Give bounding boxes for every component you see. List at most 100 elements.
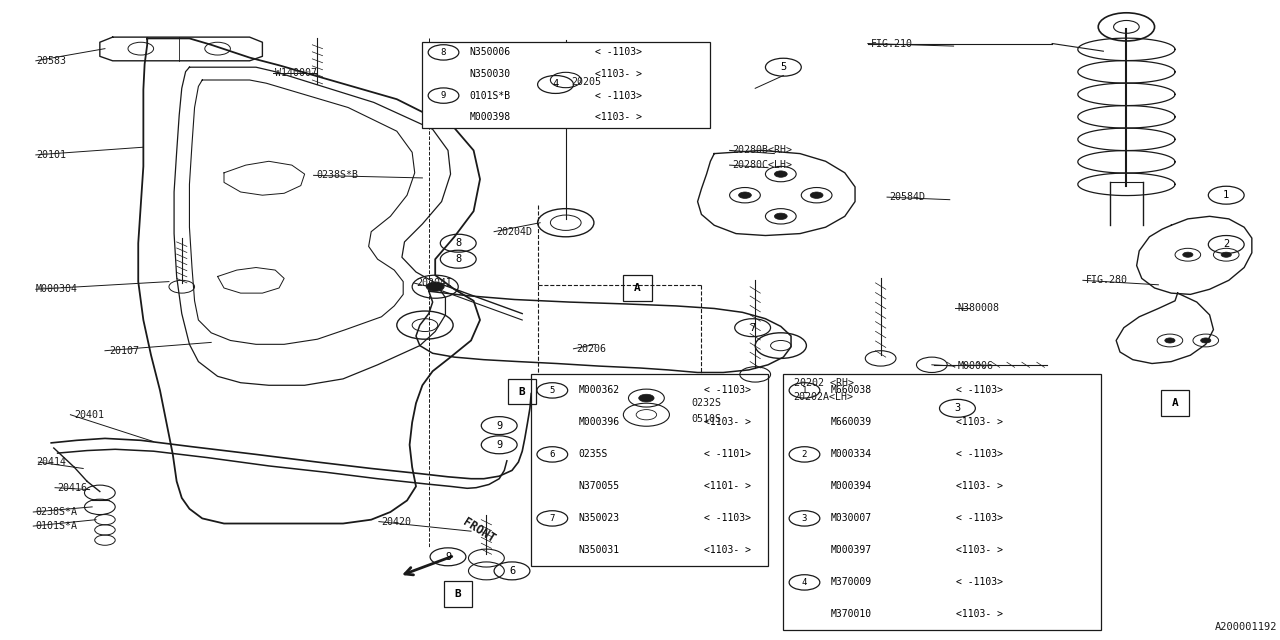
Text: 8: 8 [456, 254, 461, 264]
Text: 0238S*B: 0238S*B [316, 170, 358, 180]
Text: 20206: 20206 [576, 344, 605, 354]
Text: 7: 7 [750, 323, 755, 333]
Text: M370009: M370009 [831, 577, 872, 588]
Text: 8: 8 [440, 48, 447, 57]
Circle shape [1221, 252, 1231, 257]
Text: B: B [518, 387, 526, 397]
Bar [444, 581, 472, 607]
Text: M000398: M000398 [470, 112, 511, 122]
Text: 20204D: 20204D [497, 227, 532, 237]
Text: 4: 4 [553, 79, 558, 90]
Circle shape [774, 171, 787, 177]
Text: <1103- >: <1103- > [956, 609, 1004, 620]
Text: W140007: W140007 [275, 68, 317, 78]
Text: 3: 3 [801, 514, 808, 523]
Text: < -1103>: < -1103> [595, 47, 643, 58]
Text: M000394: M000394 [831, 481, 872, 492]
Text: A: A [634, 283, 641, 293]
Text: 9: 9 [497, 420, 502, 431]
Text: N380008: N380008 [957, 303, 1000, 314]
Text: M00006: M00006 [957, 361, 993, 371]
Text: 0235S: 0235S [579, 449, 608, 460]
Circle shape [739, 192, 751, 198]
Bar [1161, 390, 1189, 416]
Text: 0238S*A: 0238S*A [36, 507, 78, 517]
Text: 9: 9 [497, 440, 502, 450]
Text: 9: 9 [440, 91, 447, 100]
Bar [623, 275, 652, 301]
Text: <1103- >: <1103- > [956, 481, 1004, 492]
Text: <1103- >: <1103- > [704, 545, 751, 556]
Bar [783, 374, 1101, 630]
Text: < -1103>: < -1103> [704, 385, 751, 396]
Text: < -1103>: < -1103> [956, 385, 1004, 396]
Circle shape [426, 282, 444, 291]
Text: 1: 1 [1224, 190, 1229, 200]
Text: 20280C<LH>: 20280C<LH> [732, 160, 792, 170]
Text: 20416: 20416 [58, 483, 87, 493]
Text: 6: 6 [509, 566, 515, 576]
Text: < -1103>: < -1103> [595, 91, 643, 100]
Text: < -1103>: < -1103> [956, 577, 1004, 588]
Text: 2: 2 [1224, 239, 1229, 250]
Text: M660039: M660039 [831, 417, 872, 428]
Text: <1103- >: <1103- > [595, 69, 643, 79]
Text: < -1103>: < -1103> [956, 449, 1004, 460]
Circle shape [810, 192, 823, 198]
Text: 20584D: 20584D [890, 192, 925, 202]
Text: 0232S: 0232S [691, 398, 721, 408]
Circle shape [1165, 338, 1175, 343]
Text: N350023: N350023 [579, 513, 620, 524]
Text: 0510S: 0510S [691, 413, 721, 424]
Circle shape [774, 213, 787, 220]
Text: 20583: 20583 [36, 56, 65, 66]
Text: N370055: N370055 [579, 481, 620, 492]
Text: < -1103>: < -1103> [704, 513, 751, 524]
Text: 20205: 20205 [571, 77, 600, 87]
Text: <1103- >: <1103- > [956, 417, 1004, 428]
Text: 20280B<RH>: 20280B<RH> [732, 145, 792, 156]
Text: M660038: M660038 [831, 385, 872, 396]
Text: <1103- >: <1103- > [704, 417, 751, 428]
Text: 2: 2 [801, 450, 808, 459]
Circle shape [1201, 338, 1211, 343]
Text: 3: 3 [955, 403, 960, 413]
Text: 5: 5 [549, 386, 556, 395]
Text: <1103- >: <1103- > [595, 112, 643, 122]
Text: 20202 <RH>: 20202 <RH> [794, 378, 854, 388]
Text: 6: 6 [549, 450, 556, 459]
Text: 0101S*B: 0101S*B [470, 91, 511, 100]
Text: M000334: M000334 [831, 449, 872, 460]
Text: <1103- >: <1103- > [956, 545, 1004, 556]
Text: 0101S*A: 0101S*A [36, 521, 78, 531]
Text: M000397: M000397 [831, 545, 872, 556]
Text: N350006: N350006 [470, 47, 511, 58]
Text: < -1101>: < -1101> [704, 449, 751, 460]
Text: 9: 9 [445, 552, 451, 562]
Text: <1101- >: <1101- > [704, 481, 751, 492]
Text: N350030: N350030 [470, 69, 511, 79]
Text: 8: 8 [456, 238, 461, 248]
Text: B: B [454, 589, 462, 599]
Text: 20401: 20401 [74, 410, 104, 420]
Text: 20101: 20101 [36, 150, 65, 160]
Text: M000396: M000396 [579, 417, 620, 428]
Text: 20420: 20420 [381, 516, 411, 527]
Text: 20204I: 20204I [416, 278, 452, 288]
Text: 1: 1 [801, 386, 808, 395]
Text: M000304: M000304 [36, 284, 78, 294]
Text: 20414: 20414 [36, 457, 65, 467]
Text: 4: 4 [801, 578, 808, 587]
Bar [508, 379, 536, 404]
Text: N350031: N350031 [579, 545, 620, 556]
Circle shape [1183, 252, 1193, 257]
Text: A: A [1171, 398, 1179, 408]
Bar [422, 42, 710, 128]
Text: M000362: M000362 [579, 385, 620, 396]
Text: 5: 5 [781, 62, 786, 72]
Text: 20107: 20107 [109, 346, 138, 356]
Circle shape [639, 394, 654, 402]
Text: < -1103>: < -1103> [956, 513, 1004, 524]
Text: FRONT: FRONT [461, 515, 498, 545]
Bar [531, 374, 768, 566]
